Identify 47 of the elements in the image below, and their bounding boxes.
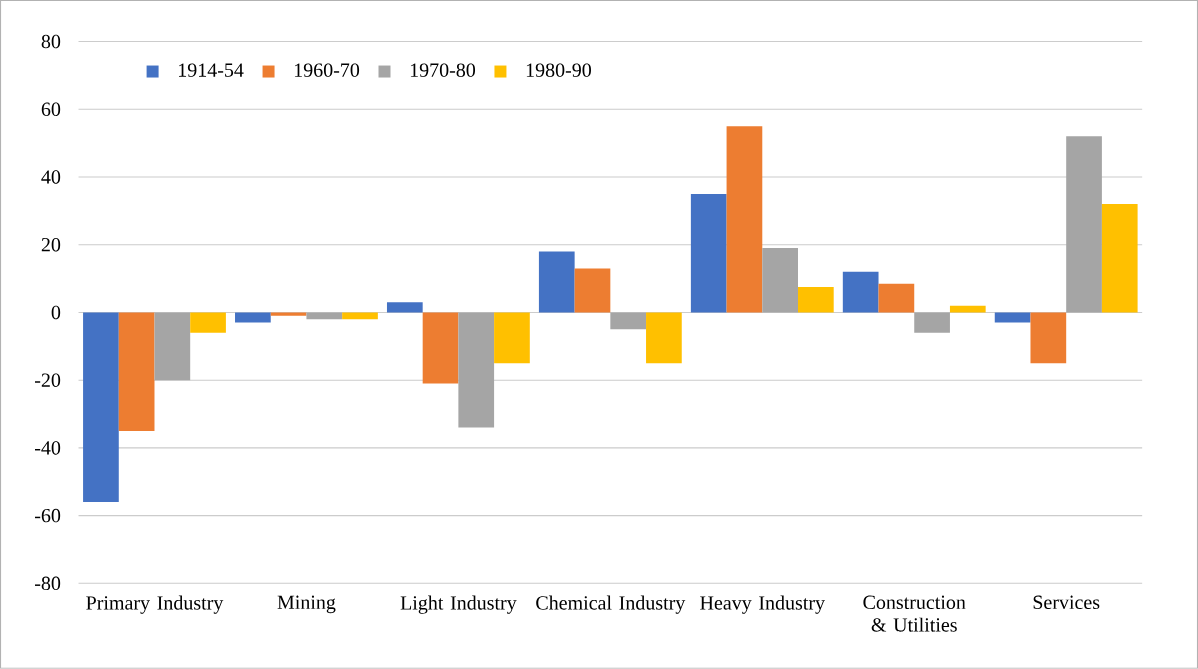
bar [994,312,1031,323]
bar [422,312,459,384]
bar [494,312,530,364]
x-tick-label: Heavy Industry [700,595,825,614]
y-tick-label: 80 [41,34,61,49]
bar [118,312,155,432]
x-tick-label: Services [1033,595,1100,610]
bar [154,312,191,381]
legend-label: 1960-70 [294,63,360,77]
bar [1066,136,1102,313]
y-tick-label: 40 [41,170,61,184]
x-tick-label: Primary Industry [86,595,224,614]
y-tick-label: 0 [51,305,61,320]
legend-label: 1970-80 [410,63,476,77]
bar [610,312,647,330]
bar [842,271,879,313]
bar [538,251,575,313]
bar [762,248,798,313]
bar [798,287,834,313]
y-tick-label: -80 [35,576,61,591]
bar [690,193,727,313]
x-tick-label: Chemical Industry [536,595,686,614]
y-tick-label: -60 [35,508,61,523]
bar [386,302,423,313]
bar [1030,312,1067,364]
legend-label: 1980-90 [526,63,591,77]
y-tick-label: -40 [35,441,61,455]
bar [646,312,682,364]
bar [726,126,763,313]
y-tick-label: -20 [35,373,61,387]
bar [574,268,611,313]
bar [270,312,307,316]
x-tick-label: Light Industry [400,595,517,614]
bar [1101,204,1138,313]
bar [83,312,119,503]
bar [342,312,378,320]
bar [235,312,271,323]
x-tick-label: Construction & Utilities [863,595,966,632]
bar [190,312,226,333]
bar [306,312,343,320]
bar [878,283,915,313]
y-tick-label: 20 [41,238,61,252]
legend-label: 1914-54 [179,63,244,77]
y-tick-label: 60 [41,102,61,117]
bar [458,312,495,428]
x-tick-label: Mining [277,595,336,614]
bar [914,312,950,333]
